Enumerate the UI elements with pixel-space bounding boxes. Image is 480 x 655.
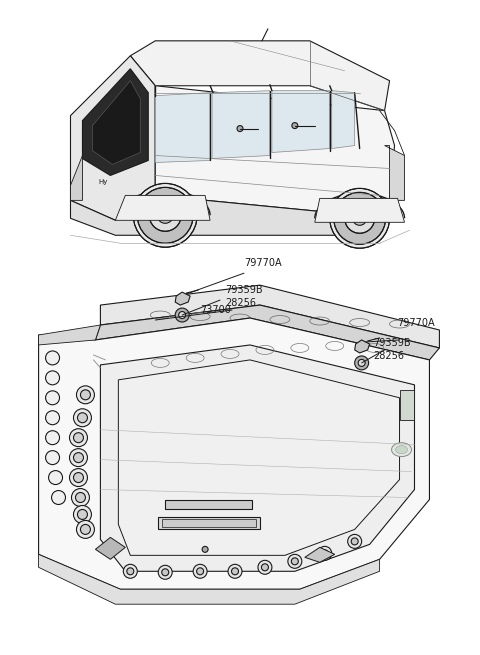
Circle shape [237,126,243,132]
Circle shape [193,565,207,578]
Polygon shape [175,292,190,305]
Circle shape [81,525,90,534]
Polygon shape [155,92,210,162]
Circle shape [197,568,204,575]
Circle shape [179,312,186,318]
Polygon shape [305,548,335,563]
Ellipse shape [392,443,411,457]
Circle shape [228,565,242,578]
Circle shape [133,183,197,247]
Circle shape [70,449,87,466]
Circle shape [149,199,181,231]
Polygon shape [38,318,430,590]
Circle shape [81,390,90,400]
Polygon shape [38,554,380,604]
Circle shape [288,554,302,569]
Circle shape [46,451,60,464]
Polygon shape [165,500,252,510]
Polygon shape [315,198,405,222]
Polygon shape [272,90,330,153]
Circle shape [76,521,95,538]
Polygon shape [38,325,100,345]
Text: 73700: 73700 [200,305,231,315]
Polygon shape [71,56,155,220]
Text: 79359B: 79359B [225,285,263,295]
Polygon shape [83,69,148,176]
Circle shape [321,550,328,557]
Circle shape [353,212,367,225]
Polygon shape [130,41,390,111]
Polygon shape [212,90,270,159]
Circle shape [46,391,60,405]
Circle shape [123,565,137,578]
Circle shape [73,472,84,483]
Text: 79770A: 79770A [397,318,435,328]
Polygon shape [399,390,415,420]
Ellipse shape [396,445,408,454]
Polygon shape [96,537,125,559]
Circle shape [46,431,60,445]
Circle shape [73,433,84,443]
Polygon shape [384,145,405,200]
Polygon shape [100,345,415,571]
Polygon shape [96,305,439,360]
Circle shape [175,308,189,322]
Text: 79770A: 79770A [244,258,282,268]
Circle shape [76,386,95,403]
Circle shape [258,560,272,574]
Circle shape [334,193,385,244]
Circle shape [73,409,91,426]
Text: 28256: 28256 [225,298,256,308]
Circle shape [355,356,369,370]
Polygon shape [115,195,210,220]
Circle shape [77,510,87,519]
Circle shape [358,360,365,366]
Polygon shape [158,517,260,529]
Polygon shape [162,519,256,527]
Circle shape [231,568,239,575]
Circle shape [202,546,208,552]
Polygon shape [355,340,370,353]
Circle shape [70,468,87,487]
Circle shape [48,470,62,485]
Circle shape [348,534,361,548]
Polygon shape [71,195,390,235]
Circle shape [46,411,60,424]
Circle shape [291,558,299,565]
Circle shape [292,122,298,128]
Polygon shape [100,285,439,348]
Polygon shape [332,90,355,149]
Circle shape [137,187,193,243]
Polygon shape [93,81,140,164]
Circle shape [46,371,60,385]
Circle shape [158,565,172,579]
Circle shape [51,491,65,504]
Circle shape [157,208,173,223]
Polygon shape [119,360,399,555]
Circle shape [46,351,60,365]
Circle shape [318,546,332,560]
Circle shape [330,189,390,248]
Circle shape [345,203,374,233]
Circle shape [262,564,268,571]
Text: 28256: 28256 [373,351,405,361]
Circle shape [73,453,84,462]
Circle shape [162,569,168,576]
Circle shape [77,413,87,422]
Polygon shape [71,155,83,200]
Text: 79359B: 79359B [373,338,411,348]
Circle shape [73,506,91,523]
Polygon shape [155,86,395,215]
Circle shape [75,493,85,502]
Circle shape [351,538,358,545]
Text: Hy: Hy [99,179,108,185]
Circle shape [72,489,89,506]
Circle shape [70,429,87,447]
Circle shape [127,568,134,575]
